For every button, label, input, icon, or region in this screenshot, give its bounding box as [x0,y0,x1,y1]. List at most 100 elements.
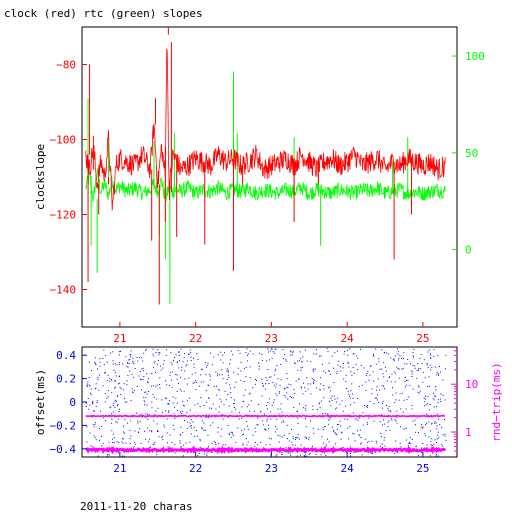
offset-point [305,455,307,457]
offset-point [144,392,146,394]
offset-point [152,444,154,445]
offset-point [323,370,325,372]
offset-point [101,445,103,447]
top-left-tick-label: −80 [56,59,76,72]
offset-point [207,362,209,364]
offset-point [231,431,233,433]
offset-point [314,379,316,381]
offset-point [212,422,214,424]
offset-point [107,454,109,455]
offset-point [180,426,182,428]
offset-point [132,357,134,359]
offset-point [414,431,416,433]
offset-point [376,386,378,388]
offset-point [360,437,362,438]
offset-point [117,394,119,396]
offset-point [335,443,337,445]
offset-point [376,394,378,396]
offset-point [360,365,362,367]
offset-point [205,417,207,418]
offset-point [194,372,196,374]
offset-point [155,385,157,387]
offset-point [359,429,361,431]
offset-point [232,435,234,437]
offset-point [406,363,408,365]
offset-point [412,371,414,373]
offset-point [134,430,136,432]
offset-point [210,424,212,426]
offset-point [427,351,429,353]
offset-point [387,353,389,355]
offset-point [415,424,416,426]
offset-point [305,426,307,428]
offset-point [142,378,144,380]
offset-point [152,393,154,395]
offset-point [379,446,381,448]
offset-point [109,377,111,379]
offset-point [353,353,355,355]
offset-point [327,438,328,440]
offset-point [393,371,395,373]
offset-point [329,400,330,402]
offset-point [329,386,331,388]
offset-point [178,351,180,353]
offset-point [302,407,304,409]
offset-point [143,352,145,354]
offset-point [176,374,178,376]
offset-point [204,429,206,431]
offset-point [412,351,414,353]
offset-point [147,381,148,383]
offset-point [305,349,306,351]
offset-point [262,384,264,386]
offset-point [364,404,366,406]
offset-point [237,367,239,369]
offset-point [180,376,181,378]
offset-point [437,355,439,357]
offset-point [153,362,155,364]
offset-point [269,443,271,445]
offset-point [123,425,124,427]
offset-point [227,374,229,376]
offset-point [291,441,293,443]
offset-point [407,358,409,360]
offset-point [237,373,239,375]
offset-point [438,366,440,367]
offset-point [145,391,147,393]
offset-point [313,370,315,372]
offset-point [159,377,161,379]
offset-point [357,398,359,399]
offset-point [286,360,288,362]
offset-point [425,424,426,426]
offset-point [230,397,232,399]
offset-point [270,411,272,413]
offset-point [157,349,159,351]
offset-point [275,426,277,427]
offset-point [334,352,336,354]
offset-point [423,405,425,407]
offset-point [224,390,226,392]
offset-point [330,397,332,399]
offset-point [368,417,370,419]
offset-point [227,425,229,427]
offset-point [203,422,205,424]
offset-point [342,446,344,448]
offset-point [189,422,191,424]
offset-point [297,369,299,371]
offset-point [222,354,224,356]
offset-point [427,416,429,418]
offset-point [153,367,154,369]
offset-point [157,431,159,432]
offset-point [98,389,100,391]
offset-point [370,365,372,367]
offset-point [207,447,209,449]
offset-point [92,424,94,426]
offset-point [297,433,299,435]
offset-point [165,384,167,386]
offset-point [384,423,386,425]
offset-point [213,440,215,442]
offset-point [283,434,285,436]
offset-point [111,392,113,394]
offset-point [350,397,352,399]
offset-point [159,365,161,367]
series-line-roundtrip-lower [85,445,447,455]
